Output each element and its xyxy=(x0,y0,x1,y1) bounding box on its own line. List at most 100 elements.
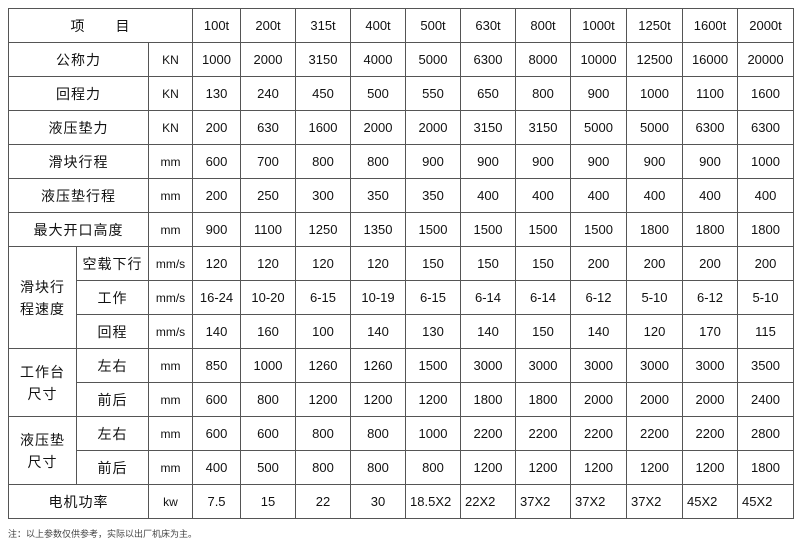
value-cell: 2000 xyxy=(626,382,684,417)
value-cell: 3000 xyxy=(682,348,739,383)
value-cell: 12500 xyxy=(626,42,684,77)
value-cell: 1000 xyxy=(240,348,297,383)
value-cell: 7.5 xyxy=(192,484,242,519)
value-cell: 900 xyxy=(626,144,684,179)
value-cell: 200 xyxy=(570,246,628,281)
sub-label: 左右 xyxy=(76,416,149,451)
value-cell: 10-20 xyxy=(240,280,297,315)
group-label-text: 液压垫尺寸 xyxy=(20,431,65,470)
value-cell: 400 xyxy=(460,178,517,213)
value-cell: 200 xyxy=(192,178,242,213)
value-cell: 6300 xyxy=(460,42,517,77)
group-label-text: 滑块行程速度 xyxy=(20,278,65,317)
value-cell: 5-10 xyxy=(626,280,684,315)
value-cell: 3000 xyxy=(460,348,517,383)
sub-label: 空载下行 xyxy=(76,246,149,281)
value-cell: 200 xyxy=(737,246,795,281)
value-cell: 800 xyxy=(405,450,462,485)
value-cell: 1100 xyxy=(240,212,297,247)
unit-cell: mm xyxy=(147,450,194,485)
value-cell: 1800 xyxy=(737,450,795,485)
value-cell: 1600 xyxy=(295,110,352,145)
value-cell: 1200 xyxy=(460,450,517,485)
value-cell: 240 xyxy=(240,76,297,111)
value-cell: 22 xyxy=(295,484,352,519)
unit-cell: mm/s xyxy=(147,280,194,315)
unit-cell: mm xyxy=(147,178,194,213)
value-cell: 900 xyxy=(192,212,242,247)
value-cell: 400 xyxy=(682,178,739,213)
unit-cell: kw xyxy=(147,484,194,519)
value-cell: 1800 xyxy=(515,382,572,417)
value-cell: 1200 xyxy=(405,382,462,417)
value-cell: 6-15 xyxy=(295,280,352,315)
value-cell: 22X2 xyxy=(460,484,517,519)
value-cell: 45X2 xyxy=(682,484,739,519)
value-cell: 3000 xyxy=(626,348,684,383)
table-row: 回程 mm/s 140 160 100 140 130 140 150 140 120 170 115 xyxy=(9,314,795,349)
value-cell: 1500 xyxy=(515,212,572,247)
unit-cell: mm/s xyxy=(147,246,194,281)
value-cell: 140 xyxy=(570,314,628,349)
value-cell: 120 xyxy=(240,246,297,281)
value-cell: 170 xyxy=(682,314,739,349)
value-cell: 100 xyxy=(295,314,352,349)
press-spec-table: 项 目 100t 200t 315t 400t 500t 630t 800t 1000t 1250… xyxy=(7,8,795,519)
value-cell: 200 xyxy=(626,246,684,281)
row-label: 公称力 xyxy=(8,42,149,77)
unit-cell: KN xyxy=(147,110,194,145)
value-cell: 1000 xyxy=(405,416,462,451)
value-cell: 5000 xyxy=(570,110,628,145)
row-label: 电机功率 xyxy=(8,484,149,519)
model-header: 800t xyxy=(515,8,572,43)
value-cell: 1200 xyxy=(515,450,572,485)
value-cell: 1000 xyxy=(626,76,684,111)
value-cell: 3000 xyxy=(515,348,572,383)
value-cell: 1600 xyxy=(737,76,795,111)
model-header: 630t xyxy=(460,8,517,43)
value-cell: 900 xyxy=(570,144,628,179)
value-cell: 2200 xyxy=(515,416,572,451)
model-header: 1600t xyxy=(682,8,739,43)
value-cell: 5000 xyxy=(626,110,684,145)
value-cell: 6-14 xyxy=(515,280,572,315)
value-cell: 900 xyxy=(460,144,517,179)
table-row: 前后 mm 600 800 1200 1200 1200 1800 1800 2000 2000 20… xyxy=(9,382,795,417)
table-row: 滑块行程速度 空载下行 mm/s 120 120 120 120 150 150 150 200 20… xyxy=(8,246,795,349)
value-cell: 6-15 xyxy=(405,280,462,315)
table-row: 公称力 KN 1000 2000 3150 4000 5000 6300 8000 10000 12… xyxy=(8,42,795,77)
value-cell: 350 xyxy=(350,178,407,213)
value-cell: 3150 xyxy=(295,42,352,77)
value-cell: 450 xyxy=(295,76,352,111)
value-cell: 150 xyxy=(405,246,462,281)
sub-label: 工作 xyxy=(76,280,149,315)
value-cell: 800 xyxy=(515,76,572,111)
row-label: 液压垫行程 xyxy=(8,178,149,213)
value-cell: 37X2 xyxy=(570,484,628,519)
value-cell: 1200 xyxy=(626,450,684,485)
value-cell: 2400 xyxy=(737,382,795,417)
row-label: 液压垫力 xyxy=(8,110,149,145)
unit-cell: mm xyxy=(147,416,194,451)
table-row: 工作 mm/s 16-24 10-20 6-15 10-19 6-15 6-14 6-14 6-1… xyxy=(9,280,795,315)
value-cell: 1800 xyxy=(460,382,517,417)
value-cell: 6-12 xyxy=(570,280,628,315)
value-cell: 2800 xyxy=(737,416,795,451)
value-cell: 1500 xyxy=(460,212,517,247)
group-label: 工作台尺寸 xyxy=(8,348,77,417)
model-header: 2000t xyxy=(737,8,795,43)
value-cell: 1260 xyxy=(350,348,407,383)
table-row: 液压垫尺寸 左右 mm 600 600 800 800 1000 2200 2200 2200 220… xyxy=(8,416,795,485)
sub-label: 回程 xyxy=(76,314,149,349)
value-cell: 800 xyxy=(295,450,352,485)
value-cell: 3150 xyxy=(460,110,517,145)
value-cell: 5-10 xyxy=(737,280,795,315)
model-header: 500t xyxy=(405,8,462,43)
value-cell: 1200 xyxy=(350,382,407,417)
value-cell: 800 xyxy=(350,450,407,485)
sub-label: 前后 xyxy=(76,382,149,417)
value-cell: 900 xyxy=(682,144,739,179)
value-cell: 1000 xyxy=(737,144,795,179)
value-cell: 600 xyxy=(192,416,242,451)
value-cell: 800 xyxy=(240,382,297,417)
